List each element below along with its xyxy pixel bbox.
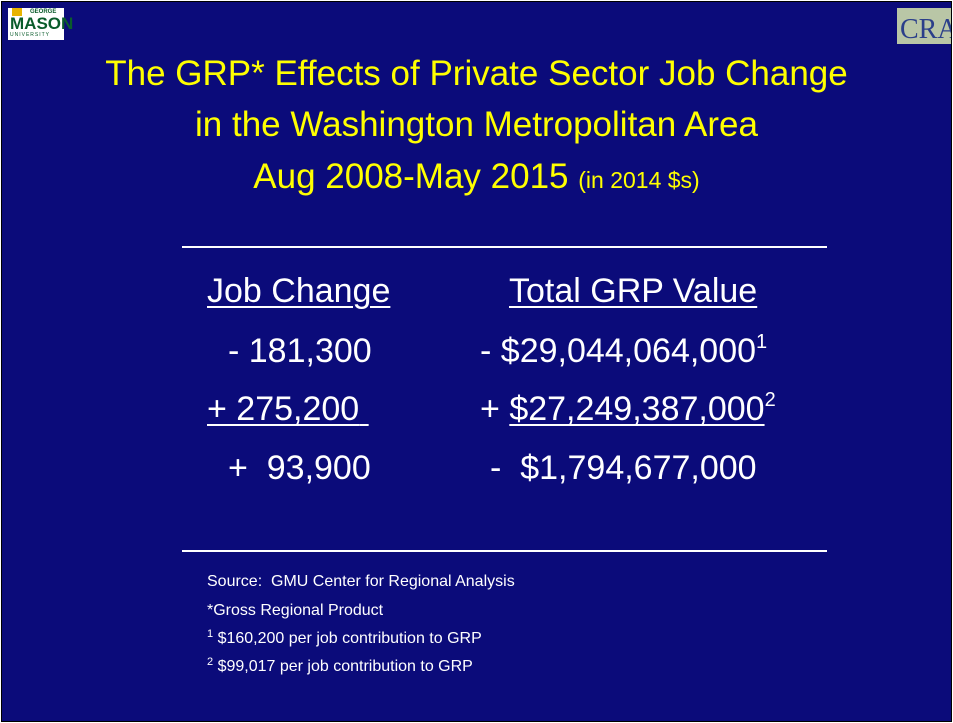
- grp-value: - $1,794,677,000: [490, 449, 757, 488]
- title-line: Aug 2008-May 2015 (in 2014 $s): [2, 157, 951, 197]
- grp-value: + $27,249,387,0002: [480, 390, 776, 429]
- logo-text: UNIVERSITY: [10, 32, 51, 38]
- logo-text: GEORGE: [30, 9, 57, 15]
- logo-text: CRA: [900, 14, 952, 45]
- separator: [182, 550, 827, 552]
- column-header: Total GRP Value: [509, 272, 758, 310]
- job-change: - 181,300: [228, 332, 372, 370]
- footnote-mark: 2: [764, 389, 776, 411]
- mason-logo: GEORGE MASON UNIVERSITY: [8, 8, 73, 40]
- footnote-mark: 1: [207, 628, 214, 640]
- cra-logo: CRA: [897, 8, 952, 45]
- footnote: 2 $99,017 per job contribution to GRP: [207, 656, 473, 676]
- job-change: + 93,900: [228, 449, 371, 487]
- footnote-mark: 1: [756, 331, 768, 353]
- logo-flame: [12, 8, 22, 16]
- sign: +: [480, 390, 500, 428]
- job-change: + 275,200: [207, 390, 369, 429]
- amount: $27,249,387,000: [509, 390, 765, 428]
- sign: -: [480, 332, 492, 370]
- logo-text: MASON: [10, 14, 74, 33]
- title-line: in the Washington Metropolitan Area: [195, 105, 758, 144]
- footnote-mark: 2: [207, 656, 214, 668]
- title-text: Aug 2008-May 2015: [253, 157, 569, 196]
- job-text: + 275,200: [207, 390, 360, 428]
- separator: [182, 246, 827, 248]
- title-line: The GRP* Effects of Private Sector Job C…: [105, 54, 848, 93]
- definition-note: *Gross Regional Product: [207, 602, 384, 619]
- footnote-text: $99,017 per job contribution to GRP: [217, 658, 473, 675]
- sign: -: [490, 449, 502, 487]
- amount: $29,044,064,000: [500, 332, 757, 370]
- title-unit: (in 2014 $s): [578, 167, 700, 193]
- source-note: Source: GMU Center for Regional Analysis: [207, 573, 515, 590]
- grp-value: - $29,044,064,0001: [480, 332, 767, 371]
- footnote: 1 $160,200 per job contribution to GRP: [207, 628, 482, 648]
- amount: $1,794,677,000: [520, 449, 757, 487]
- footnote-text: $160,200 per job contribution to GRP: [217, 630, 482, 647]
- column-header: Job Change: [207, 272, 391, 310]
